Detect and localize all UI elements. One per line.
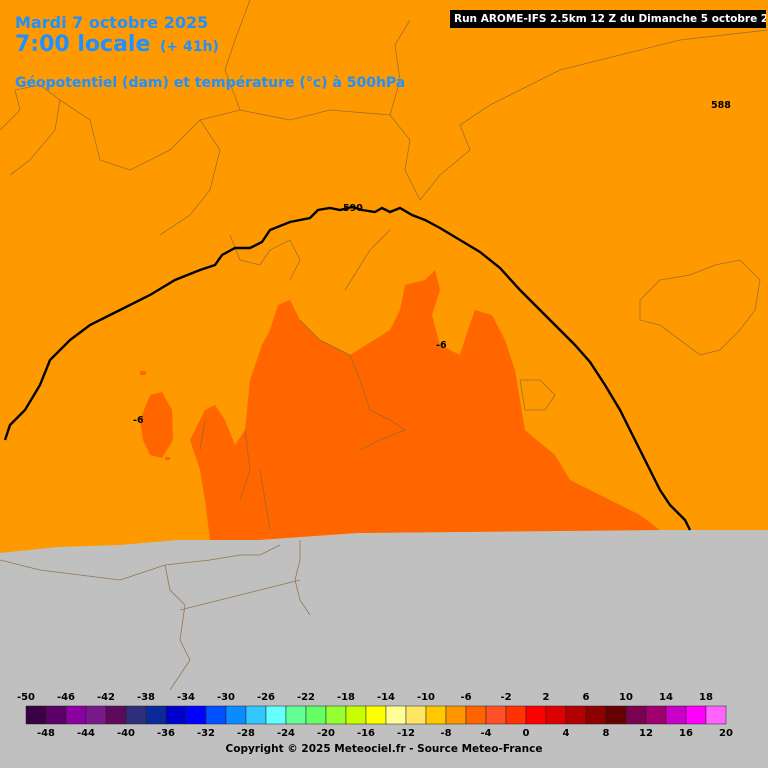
legend-swatch [265,705,287,725]
legend-swatch [425,705,447,725]
legend-top-label: -38 [137,692,155,703]
legend-bottom-label: 8 [603,728,610,739]
legend-swatch [165,705,187,725]
legend-bottom-label: -20 [317,728,335,739]
legend-swatch [525,705,547,725]
legend-swatch [185,705,207,725]
temperature-island-west [140,392,173,458]
legend-swatch [405,705,427,725]
legend-swatch [125,705,147,725]
copyright: Copyright © 2025 Meteociel.fr - Source M… [225,743,543,755]
legend-top-label: -22 [297,692,315,703]
color-legend: -50 -46 -42 -38 -34 -30 -26 -22 -18 -14 -10 -6 -2 2 6 1… [17,692,733,739]
legend-bottom-label: 4 [563,728,570,739]
legend-top-label: -2 [500,692,511,703]
legend-top-label: 2 [543,692,550,703]
legend-swatch [645,705,667,725]
legend-bottom-label: -32 [197,728,215,739]
temperature-field-minus6 [190,270,660,540]
legend-top-label: -10 [417,692,435,703]
legend-swatch [145,705,167,725]
legend-swatch [445,705,467,725]
forecast-time: 7:00 locale [15,32,151,57]
label-temp-west: -6 [133,415,144,426]
parameter-title: Géopotentiel (dam) et température (°c) à… [15,75,406,91]
legend-swatch [665,705,687,725]
legend-swatch [65,705,87,725]
legend-bottom-label: -44 [77,728,95,739]
legend-swatch [205,705,227,725]
legend-swatch [385,705,407,725]
legend-top-label: -18 [337,692,355,703]
legend-swatch [705,705,727,725]
legend-swatch [685,705,707,725]
legend-swatch [625,705,647,725]
legend-top-label: -46 [57,692,75,703]
legend-bottom-label: -36 [157,728,175,739]
temperature-field-minus8 [0,0,768,553]
legend-swatch [225,705,247,725]
legend-bottom-label: 16 [679,728,693,739]
legend-top-label: -26 [257,692,275,703]
legend-bottom-label: -48 [37,728,55,739]
legend-top-label: -50 [17,692,35,703]
legend-bottom-label: -4 [480,728,491,739]
legend-top-label: -34 [177,692,195,703]
run-info: Run AROME-IFS 2.5km 12 Z du Dimanche 5 o… [450,10,766,28]
legend-top-label: -30 [217,692,235,703]
legend-top-label: 10 [619,692,633,703]
legend-swatch [105,705,127,725]
legend-top-label: 6 [583,692,590,703]
legend-swatch [85,705,107,725]
legend-swatch [505,705,527,725]
legend-bottom-label: -8 [440,728,451,739]
legend-bottom-label: -16 [357,728,375,739]
label-590: 590 [343,203,363,214]
legend-swatch [245,705,267,725]
forecast-lead: (+ 41h) [160,39,219,55]
legend-swatch [545,705,567,725]
legend-bottom-label: 0 [523,728,530,739]
legend-bottom-label: -28 [237,728,255,739]
legend-swatch [585,705,607,725]
legend-swatch [45,705,67,725]
legend-bottom-label: -12 [397,728,415,739]
legend-swatch [565,705,587,725]
legend-bottom-label: 20 [719,728,733,739]
legend-top-label: -42 [97,692,115,703]
legend-swatch [305,705,327,725]
legend-top-label: 18 [699,692,713,703]
legend-swatch [325,705,347,725]
legend-swatch [365,705,387,725]
legend-bottom-label: -24 [277,728,295,739]
forecast-date: Mardi 7 octobre 2025 [15,13,209,32]
geopotential-contour-590 [3,205,692,531]
label-588: 588 [711,100,731,111]
legend-top-label: -14 [377,692,395,703]
legend-swatch [465,705,487,725]
legend-top-label: 14 [659,692,673,703]
coastlines [0,0,768,691]
legend-bottom-label: 12 [639,728,653,739]
legend-swatch [285,705,307,725]
legend-swatch [345,705,367,725]
legend-top-label: -6 [460,692,471,703]
legend-bottom-label: -40 [117,728,135,739]
label-temp-east: -6 [436,340,447,351]
legend-swatch [25,705,47,725]
legend-swatch [605,705,627,725]
legend-swatch [485,705,507,725]
